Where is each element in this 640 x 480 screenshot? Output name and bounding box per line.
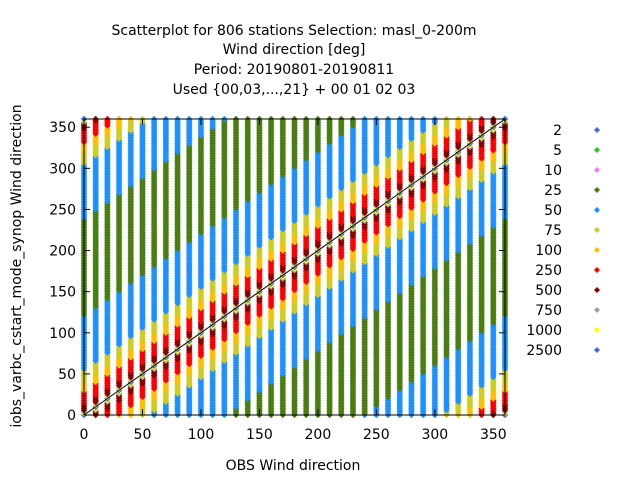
title-line-4: Used {00,03,...,21} + 00 01 02 03 [173,82,416,98]
title-line-1: Scatterplot for 806 stations Selection: … [112,23,477,39]
title-line-3: Period: 20190801-20190811 [194,62,394,78]
chart-title: Scatterplot for 806 stations Selection: … [112,23,477,98]
scatter-points [80,115,509,419]
title-line-2: Wind direction [deg] [223,42,366,58]
